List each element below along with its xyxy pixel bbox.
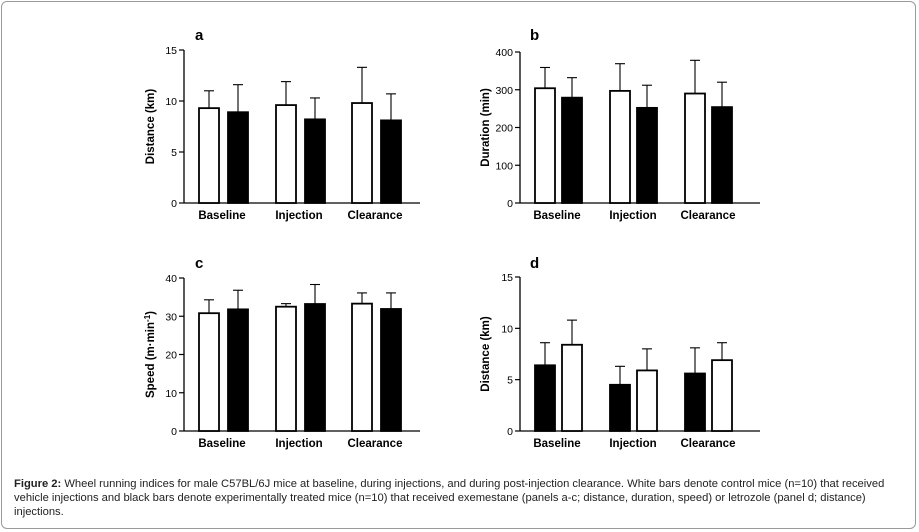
y-tick-label: 10 [501, 323, 513, 335]
panel-d: d 0 5 10 15 Distance (km) Baseline Injection Cle… [480, 255, 760, 450]
bar-white [609, 89, 631, 204]
panel-label: b [530, 27, 539, 44]
y-tick-label: 15 [165, 45, 177, 57]
figure-caption: Figure 2: Wheel running indices for male… [14, 477, 908, 520]
y-tick-label: 40 [165, 273, 177, 285]
bar-black [380, 308, 402, 432]
bar-white [198, 312, 220, 432]
y-tick-label: 20 [165, 350, 177, 362]
x-tick-label: Baseline [533, 438, 580, 450]
bar-black [304, 303, 326, 432]
bar-black [609, 383, 631, 432]
panel-c: c 0 10 20 30 40 Speed (m·min-1) Baseline Injecti… [143, 255, 420, 450]
bar-white [351, 302, 373, 432]
y-tick-label: 300 [495, 85, 513, 97]
bar-white [561, 343, 583, 432]
bar-black [227, 308, 249, 432]
x-tick-label: Clearance [681, 210, 736, 222]
bar-black [636, 106, 658, 204]
y-tick-label: 200 [495, 123, 513, 135]
panel-label: a [195, 27, 204, 44]
bar-black [304, 118, 326, 204]
bar-white [684, 92, 706, 204]
y-axis-label: Distance (km) [480, 316, 492, 392]
y-tick-label: 0 [171, 426, 177, 438]
x-tick-label: Baseline [533, 210, 580, 222]
x-tick-label: Baseline [198, 210, 245, 222]
y-tick-label: 100 [495, 160, 513, 172]
bar-white [534, 87, 556, 204]
y-axis-label: Speed (m·min-1) [143, 311, 157, 398]
panel-b: b 0 100 200 300 400 Duration (min) Baseline Inje… [480, 27, 760, 222]
x-tick-label: Clearance [348, 210, 403, 222]
y-axis-label: Duration (min) [480, 88, 492, 167]
y-tick-label: 0 [507, 198, 513, 210]
x-tick-label: Clearance [348, 438, 403, 450]
bar-black [380, 119, 402, 204]
y-tick-label: 400 [495, 47, 513, 59]
x-tick-label: Injection [275, 210, 322, 222]
bar-black [684, 372, 706, 432]
figure-panels: a 0 5 10 15 Distance (km) Baseline Injection Cle… [143, 27, 760, 450]
y-tick-label: 30 [165, 311, 177, 323]
y-axis-label-sup: -1 [143, 314, 152, 322]
bar-white [351, 102, 373, 204]
bar-white [198, 107, 220, 204]
y-tick-label: 5 [507, 375, 513, 387]
y-axis-label-end: ) [145, 311, 157, 315]
bar-white [636, 369, 658, 432]
y-tick-label: 5 [171, 147, 177, 159]
bar-white [275, 305, 297, 432]
y-tick-label: 10 [165, 388, 177, 400]
bar-black [561, 96, 583, 204]
x-tick-label: Injection [275, 438, 322, 450]
panel-label: d [530, 255, 539, 272]
y-tick-label: 0 [171, 198, 177, 210]
y-tick-label: 15 [501, 272, 513, 284]
bar-black [534, 364, 556, 432]
x-tick-label: Injection [609, 438, 656, 450]
panel-a: a 0 5 10 15 Distance (km) Baseline Injection Cle… [145, 27, 420, 222]
caption-text: Wheel running indices for male C57BL/6J … [14, 478, 885, 519]
bar-black [711, 106, 733, 204]
bar-white [275, 104, 297, 204]
bar-white [711, 359, 733, 432]
x-tick-label: Baseline [198, 438, 245, 450]
x-tick-label: Injection [609, 210, 656, 222]
y-tick-label: 0 [507, 426, 513, 438]
y-tick-label: 10 [165, 96, 177, 108]
x-tick-label: Clearance [681, 438, 736, 450]
y-axis-label: Distance (km) [145, 89, 157, 165]
panel-label: c [195, 255, 203, 272]
bar-black [227, 111, 249, 204]
caption-label: Figure 2: [14, 478, 62, 490]
